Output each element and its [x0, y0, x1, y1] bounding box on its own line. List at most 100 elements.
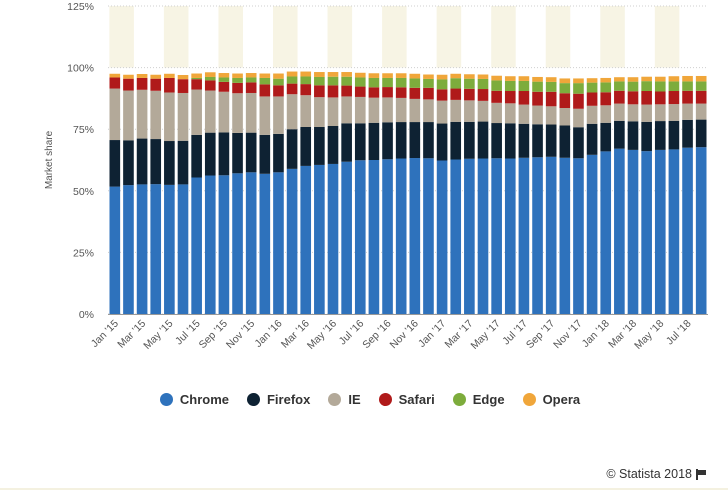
- legend-marker-safari: [378, 392, 392, 406]
- bar-segment-edge: [395, 77, 407, 88]
- bar-segment-firefox: [314, 126, 325, 165]
- bar-segment-opera: [545, 77, 557, 82]
- bar-segment-firefox: [191, 134, 202, 178]
- bar-segment-safari: [259, 84, 271, 97]
- bar-segment-opera: [573, 78, 584, 84]
- bar-segment-safari: [204, 80, 216, 91]
- bar-segment-ie: [436, 100, 448, 124]
- bar-segment-ie: [245, 92, 257, 133]
- bar-segment-edge: [464, 78, 475, 89]
- bar-segment-chrome: [559, 157, 571, 314]
- bar-segment-edge: [641, 81, 652, 92]
- bar-segment-safari: [477, 89, 489, 101]
- legend-item-opera[interactable]: Opera: [522, 392, 580, 407]
- bar-segment-opera: [314, 72, 325, 77]
- bar-segment-firefox: [368, 122, 380, 160]
- bar-segment-opera: [164, 73, 175, 78]
- legend-item-edge[interactable]: Edge: [452, 392, 505, 407]
- bar-segment-firefox: [354, 123, 366, 161]
- bar-segment-safari: [668, 91, 680, 105]
- x-tick-label: May '17: [469, 318, 503, 352]
- bar-segment-safari: [409, 87, 421, 99]
- bar-segment-safari: [232, 82, 243, 94]
- bar-segment-chrome: [273, 172, 284, 314]
- bar-segment-safari: [559, 93, 571, 109]
- bar-segment-firefox: [109, 140, 121, 187]
- bar-segment-edge: [450, 78, 462, 89]
- bar-segment-safari: [164, 77, 175, 93]
- bar-segment-ie: [204, 90, 216, 133]
- bar-segment-opera: [423, 74, 434, 79]
- bar-segment-ie: [641, 104, 652, 122]
- bar-segment-chrome: [409, 158, 421, 314]
- bar-segment-edge: [504, 80, 516, 92]
- bar-segment-ie: [654, 104, 666, 122]
- legend-item-safari[interactable]: Safari: [378, 392, 435, 407]
- background-band: [109, 6, 134, 68]
- bar-segment-safari: [573, 93, 584, 109]
- bar-segment-edge: [327, 76, 339, 86]
- credits[interactable]: © Statista 2018: [606, 467, 706, 481]
- bar-segment-opera: [559, 78, 571, 84]
- bar-segment-firefox: [695, 119, 707, 148]
- legend-marker-ie: [328, 392, 342, 406]
- bar-segment-edge: [668, 81, 680, 92]
- bar-segment-opera: [518, 76, 530, 81]
- bar-segment-ie: [668, 104, 680, 121]
- legend-item-chrome[interactable]: Chrome: [159, 392, 229, 407]
- legend-marker-chrome: [159, 392, 173, 406]
- bar-segment-opera: [682, 75, 693, 82]
- bar-segment-ie: [477, 100, 489, 122]
- y-tick-label: 25%: [73, 247, 94, 259]
- bar-segment-edge: [314, 76, 325, 86]
- bar-segment-ie: [136, 89, 148, 139]
- y-tick-label: 125%: [67, 1, 94, 13]
- bar-segment-opera: [600, 77, 612, 83]
- bar-segment-opera: [136, 74, 148, 78]
- bar-segment-chrome: [368, 160, 380, 314]
- x-tick-label: Jan '16: [252, 318, 284, 350]
- background-band: [382, 6, 407, 68]
- bar-segment-opera: [586, 78, 598, 83]
- bar-segment-opera: [409, 73, 421, 79]
- bar-segment-safari: [177, 79, 189, 93]
- x-tick-label: Nov '15: [224, 318, 258, 352]
- flag-icon[interactable]: [696, 468, 706, 480]
- bar-segment-safari: [641, 91, 652, 105]
- legend-item-ie[interactable]: IE: [328, 391, 361, 407]
- bar-segment-ie: [695, 103, 707, 120]
- bar-segment-safari: [273, 85, 284, 97]
- bar-segment-ie: [395, 97, 407, 123]
- bar-segment-edge: [682, 81, 693, 91]
- bar-segment-ie: [559, 108, 571, 126]
- bar-segment-edge: [545, 81, 557, 92]
- bar-segment-edge: [204, 76, 216, 81]
- bar-segment-safari: [627, 91, 639, 105]
- bar-segment-opera: [300, 71, 312, 77]
- x-tick-label: May '16: [305, 318, 339, 352]
- y-tick-label: 0%: [79, 309, 94, 321]
- bar-segment-safari: [491, 90, 502, 103]
- bar-segment-firefox: [518, 123, 530, 158]
- legend-label-ie: IE: [348, 391, 361, 407]
- background-band: [327, 6, 353, 68]
- bar-segment-chrome: [218, 175, 230, 314]
- bar-segment-chrome: [532, 157, 543, 314]
- y-axis-title: Market share: [44, 130, 55, 189]
- bar-segment-firefox: [259, 134, 271, 174]
- bar-segment-opera: [327, 72, 339, 77]
- legend-item-firefox[interactable]: Firefox: [246, 392, 310, 407]
- bar-segment-chrome: [191, 177, 202, 314]
- x-tick-label: Jul '18: [664, 318, 694, 348]
- bar-segment-edge: [341, 76, 352, 86]
- bar-segment-safari: [368, 87, 380, 98]
- bar-segment-chrome: [668, 149, 680, 314]
- bar-segment-ie: [232, 93, 243, 133]
- bar-segment-opera: [450, 73, 462, 79]
- background-band: [436, 6, 462, 68]
- bar-segment-chrome: [123, 185, 134, 314]
- bar-segment-ie: [354, 96, 366, 124]
- bar-segment-opera: [436, 74, 448, 80]
